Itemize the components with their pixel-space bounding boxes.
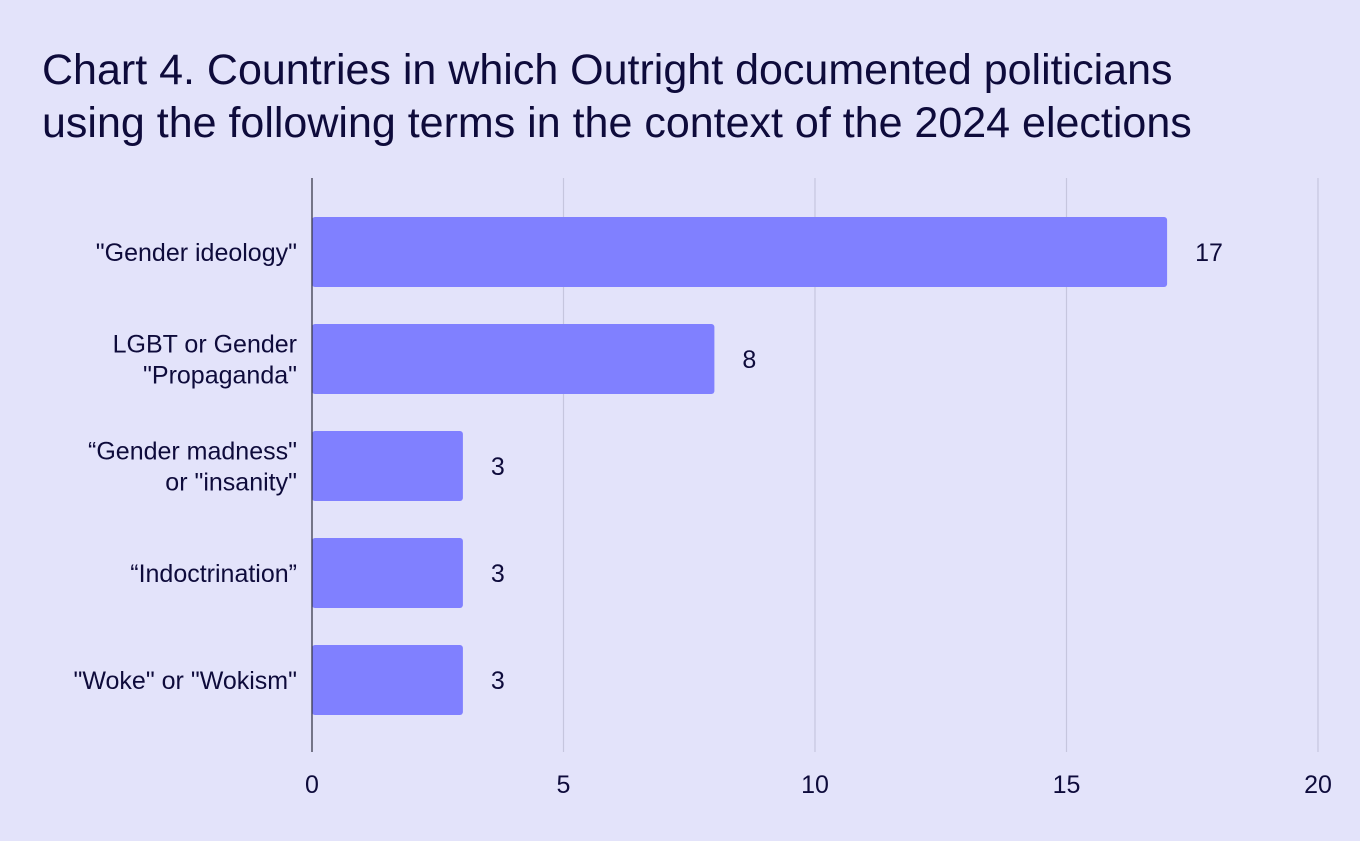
x-tick-label: 20 — [1304, 771, 1332, 799]
category-label: “Indoctrination” — [130, 560, 297, 588]
x-tick-label: 5 — [557, 771, 571, 799]
data-label: 3 — [491, 667, 505, 695]
bar — [312, 645, 463, 715]
category-label: "Gender ideology" — [96, 239, 297, 267]
x-tick-label: 0 — [305, 771, 319, 799]
x-tick-label: 10 — [801, 771, 829, 799]
data-label: 3 — [491, 560, 505, 588]
category-label: LGBT or Gender "Propaganda" — [113, 331, 297, 390]
bar — [312, 431, 463, 501]
data-label: 17 — [1195, 239, 1223, 267]
bar — [312, 538, 463, 608]
chart-title: Chart 4. Countries in which Outright doc… — [42, 46, 1192, 147]
x-tick-label: 15 — [1053, 771, 1081, 799]
data-label: 8 — [742, 346, 756, 374]
category-label: “Gender madness" or "insanity" — [88, 438, 297, 497]
data-label: 3 — [491, 453, 505, 481]
category-label: "Woke" or "Wokism" — [74, 667, 298, 695]
bar — [312, 217, 1168, 287]
bar — [312, 324, 715, 394]
